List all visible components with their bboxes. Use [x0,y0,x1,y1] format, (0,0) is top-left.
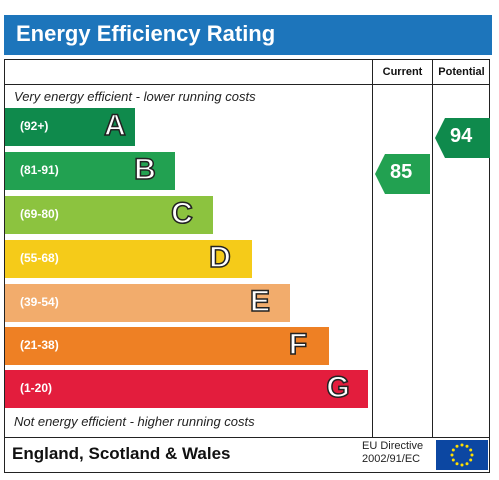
column-divider-potential [432,59,433,438]
band-letter: G [326,371,351,405]
band-range: (92+) [20,119,49,133]
band-b: (81-91) B [5,152,175,190]
footer-divider [4,437,490,438]
current-column-header: Current [382,66,423,78]
band-range: (69-80) [20,207,59,221]
band-letter: F [288,328,308,362]
eu-flag-icon [436,440,488,470]
title-bar: Energy Efficiency Rating [4,15,492,55]
band-letter: E [249,285,271,319]
band-range: (81-91) [20,163,59,177]
potential-rating-arrow: 94 [435,118,490,158]
arrow-shape [435,118,490,158]
header-divider [4,84,490,85]
region-label: England, Scotland & Wales [12,444,231,463]
potential-column-header: Potential [438,66,485,78]
eu-directive-line1: EU Directive [362,440,424,452]
eu-directive: EU Directive 2002/91/EC [362,440,423,466]
band-d: (55-68) D [5,240,252,278]
potential-rating-value: 94 [450,125,473,147]
band-range: (1-20) [20,381,53,395]
current-rating-arrow: 85 [375,154,430,194]
page-title: Energy Efficiency Rating [16,21,276,46]
column-divider-current [372,59,373,438]
arrow-shape [375,154,430,194]
eu-directive-line2: 2002/91/EC [362,453,421,465]
band-letter: A [103,109,126,143]
band-letter: B [133,153,156,187]
bottom-caption: Not energy efficient - higher running co… [14,414,255,429]
top-caption: Very energy efficient - lower running co… [14,89,256,104]
band-g: (1-20) G [5,370,368,408]
eu-stars [450,443,474,467]
band-e: (39-54) E [5,284,290,322]
band-range: (55-68) [20,251,59,265]
band-c: (69-80) C [5,196,213,234]
band-f: (21-38) F [5,327,329,365]
band-letter: C [170,197,193,231]
band-letter: D [208,241,231,275]
band-a: (92+) A [5,108,135,146]
rating-frame [4,59,490,473]
band-range: (39-54) [20,295,59,309]
band-range: (21-38) [20,338,59,352]
current-rating-value: 85 [390,161,413,183]
